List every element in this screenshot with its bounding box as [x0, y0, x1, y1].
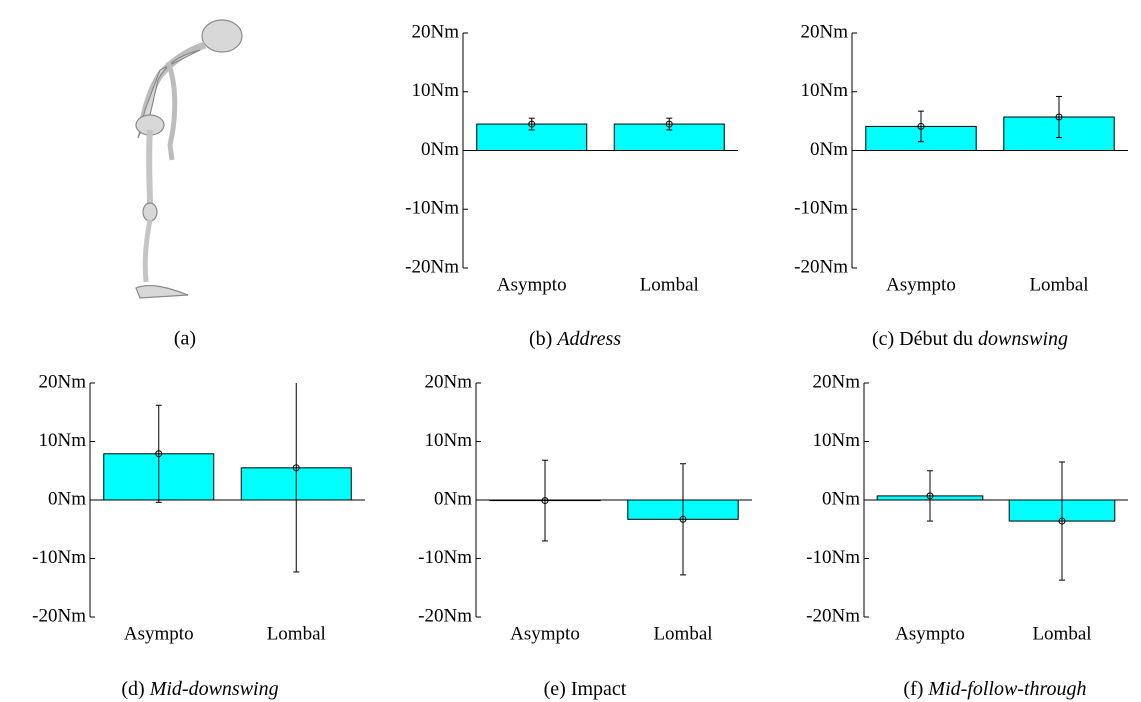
y-tick-label: -20Nm — [806, 605, 860, 626]
error-bar-group — [528, 117, 535, 131]
y-tick-label: -10Nm — [32, 547, 86, 568]
caption-label: (b) — [529, 328, 552, 350]
mean-marker — [292, 464, 300, 472]
caption-label: (d) — [121, 678, 144, 700]
mean-marker — [1058, 517, 1066, 525]
mean-marker — [155, 450, 163, 458]
y-tick-label: 0Nm — [810, 139, 848, 160]
x-tick-label: Asympto — [886, 274, 956, 295]
caption-label: (f) — [903, 678, 923, 700]
mean-marker — [665, 120, 673, 128]
y-tick-label: 10Nm — [813, 430, 861, 451]
y-tick-label: 20Nm — [39, 371, 87, 392]
y-tick-label: -20Nm — [32, 605, 86, 626]
chart: -20Nm -10Nm 0Nm 10Nm 20Nm Asympto Lombal (e) Imp… — [418, 371, 752, 700]
caption-text: Début du — [899, 328, 973, 350]
panel-caption: (f) Mid-follow-through — [903, 678, 1086, 700]
y-tick-label: -20Nm — [794, 256, 848, 277]
y-tick-label: 0Nm — [434, 488, 472, 509]
error-bar-group — [1056, 95, 1062, 139]
y-tick-label: 0Nm — [421, 139, 459, 160]
error-bar-group — [927, 470, 933, 522]
error-bar-group — [680, 463, 686, 576]
x-tick-label: Lombal — [1029, 274, 1088, 295]
skeleton-illustration — [135, 19, 243, 299]
caption-text: Mid-follow-through — [927, 678, 1086, 700]
error-bar-group — [666, 117, 673, 131]
caption-text: Impact — [571, 678, 627, 700]
x-tick-label: Lombal — [640, 274, 699, 295]
caption-label: (e) — [544, 678, 566, 700]
y-tick-label: 20Nm — [412, 21, 460, 42]
chart: -20Nm -10Nm 0Nm 10Nm 20Nm Asympto Lombal (b) Add… — [405, 21, 738, 350]
mean-marker — [926, 492, 934, 500]
y-tick-label: -10Nm — [794, 198, 848, 219]
error-bar-group — [542, 459, 548, 542]
mean-marker — [541, 497, 549, 505]
x-tick-label: Lombal — [1032, 623, 1091, 644]
x-tick-label: Lombal — [653, 623, 712, 644]
mean-marker — [528, 120, 536, 128]
y-tick-label: 0Nm — [48, 488, 86, 509]
chart: -20Nm -10Nm 0Nm 10Nm 20Nm Asympto Lombal (d) Mid… — [32, 371, 365, 700]
panel-caption: (d) Mid-downswing — [121, 678, 278, 700]
chart: -20Nm -10Nm 0Nm 10Nm 20Nm Asympto Lombal (f) Mid… — [806, 371, 1128, 700]
x-tick-label: Asympto — [124, 623, 194, 644]
y-tick-label: 10Nm — [801, 80, 849, 101]
x-tick-label: Asympto — [497, 274, 567, 295]
caption-text: Address — [555, 328, 621, 350]
y-tick-label: -10Nm — [405, 198, 459, 219]
error-bar-group — [918, 110, 924, 143]
y-tick-label: 10Nm — [425, 430, 473, 451]
x-tick-label: Asympto — [895, 623, 965, 644]
caption-label: (c) — [872, 328, 894, 350]
y-tick-label: -10Nm — [806, 547, 860, 568]
y-tick-label: 0Nm — [822, 488, 860, 509]
y-tick-label: 20Nm — [425, 371, 473, 392]
chart: -20Nm -10Nm 0Nm 10Nm 20Nm Asympto Lombal (c) Déb… — [794, 21, 1128, 350]
y-tick-label: 20Nm — [813, 371, 861, 392]
caption-text: Mid-downswing — [149, 678, 279, 700]
y-tick-label: 10Nm — [412, 80, 460, 101]
caption-text: downswing — [978, 328, 1068, 350]
y-tick-label: 10Nm — [39, 430, 87, 451]
x-tick-label: Asympto — [510, 623, 580, 644]
panel-caption: (c) Début du downswing — [872, 328, 1068, 350]
error-bar-group — [155, 404, 162, 503]
mean-marker — [1055, 113, 1063, 121]
error-bar-group — [293, 383, 300, 573]
error-bar-group — [1059, 461, 1065, 581]
mean-marker — [679, 515, 687, 523]
y-tick-label: 20Nm — [801, 21, 849, 42]
panel-caption: (b) Address — [529, 328, 621, 350]
mean-marker — [917, 122, 925, 130]
panel-caption: (a) — [174, 328, 196, 350]
y-tick-label: -20Nm — [405, 256, 459, 277]
panel-caption: (e) Impact — [544, 678, 627, 700]
y-tick-label: -10Nm — [418, 547, 472, 568]
x-tick-label: Lombal — [267, 623, 326, 644]
y-tick-label: -20Nm — [418, 605, 472, 626]
